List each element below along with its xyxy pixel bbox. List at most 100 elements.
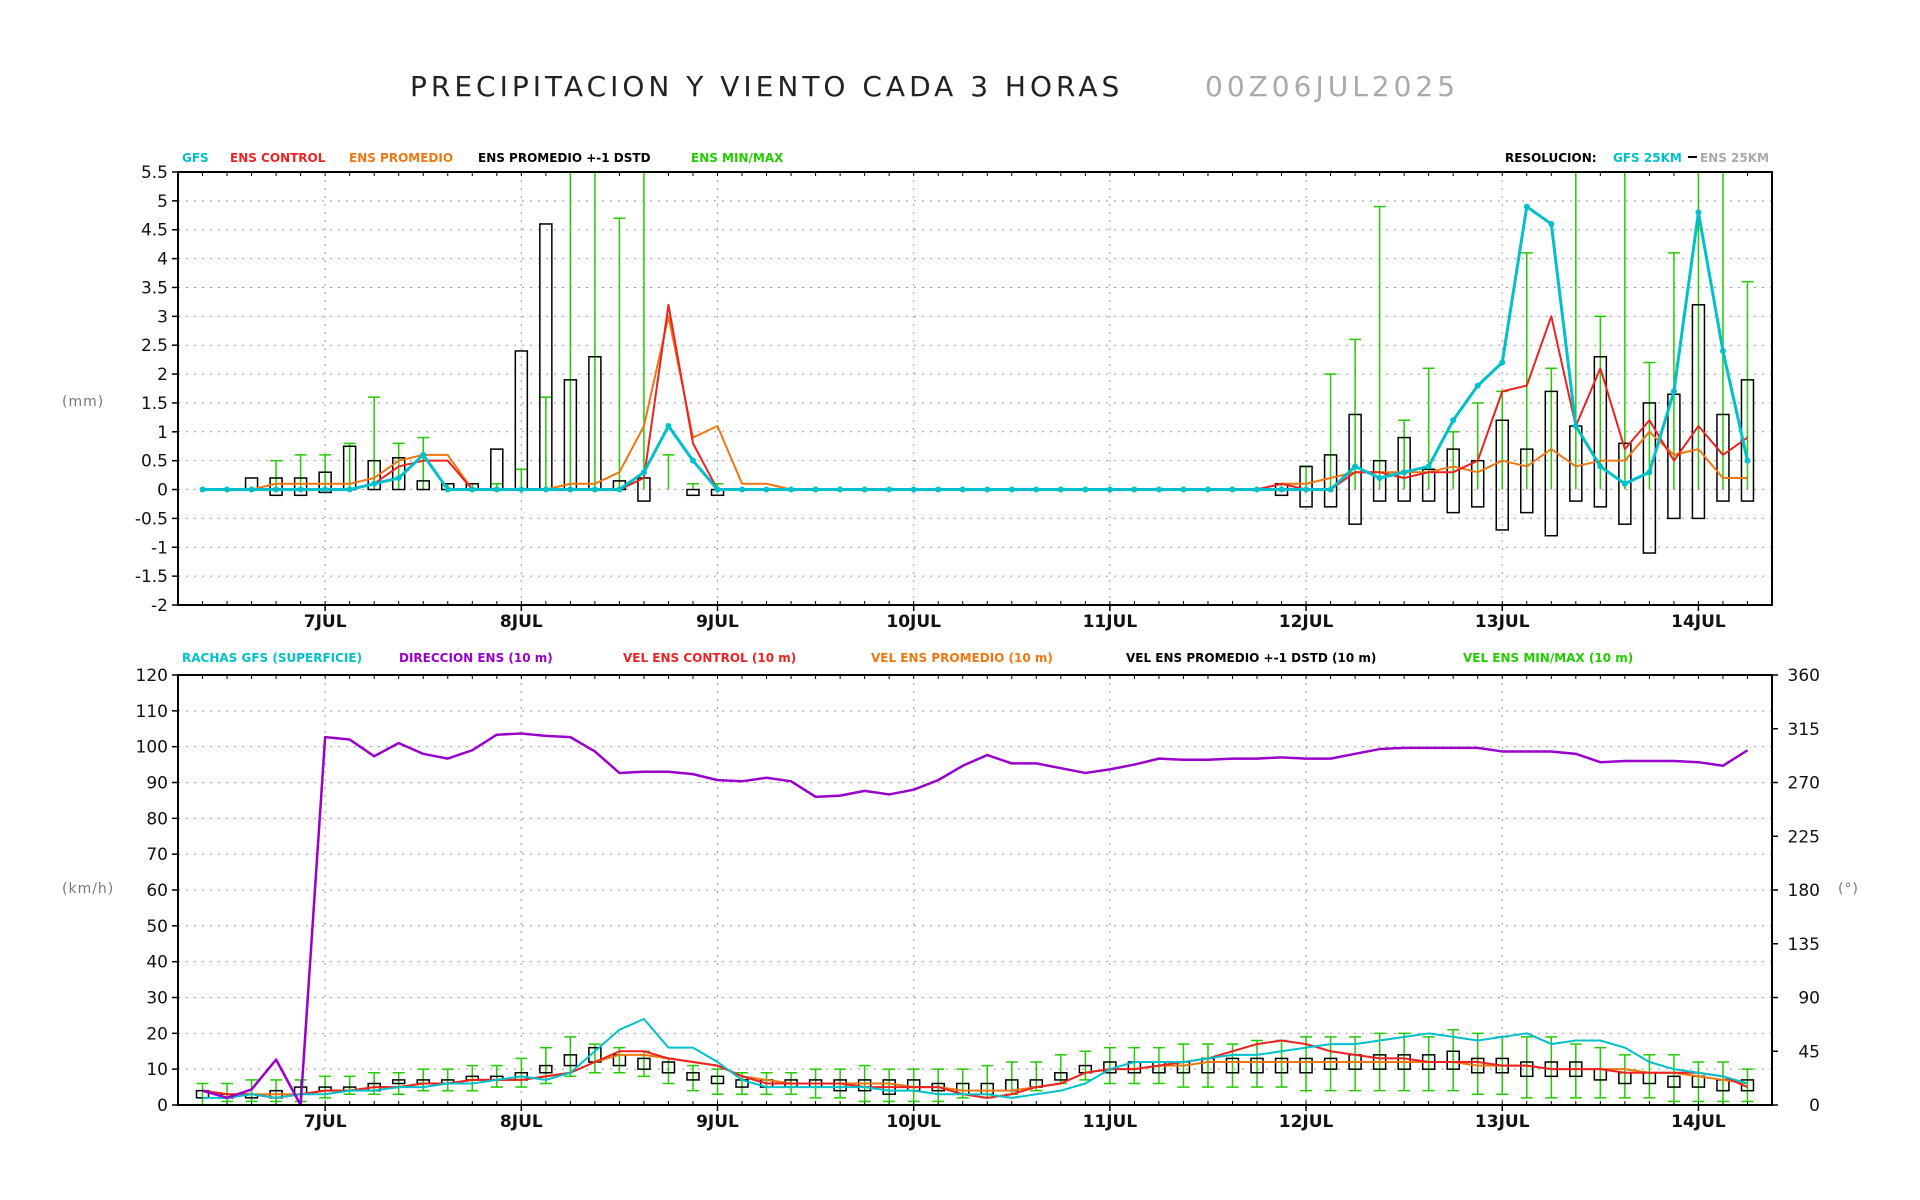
vel-std-box xyxy=(1299,1057,1313,1074)
vel-std-box xyxy=(1520,1061,1534,1078)
vel-std-box xyxy=(1323,1057,1338,1070)
gfs-point xyxy=(493,486,500,493)
gfs-point xyxy=(1401,469,1408,476)
gfs-point xyxy=(640,469,647,476)
y-tick-label: -1 xyxy=(151,538,168,558)
std-box xyxy=(1716,413,1730,502)
std-box xyxy=(293,477,308,497)
series-vel-ens-control-m- xyxy=(202,1039,1748,1099)
series-ens-control xyxy=(202,303,1749,491)
vel-std-box xyxy=(1274,1057,1289,1074)
legend-vel-minmax: VEL ENS MIN/MAX (10 m) xyxy=(1463,651,1633,665)
std-box xyxy=(1691,304,1706,520)
wind-frame xyxy=(177,674,1773,1106)
gfs-point xyxy=(984,486,991,493)
std-box xyxy=(1299,465,1313,508)
gfs-point xyxy=(1106,486,1113,493)
gfs-point xyxy=(1695,209,1702,216)
x-tick-label: 10JUL xyxy=(886,612,941,632)
y2-tick-label: 0 xyxy=(1809,1096,1820,1116)
gfs-point xyxy=(444,486,451,493)
y-tick-label: 4.5 xyxy=(141,221,168,241)
x-tick-label: 14JUL xyxy=(1671,1112,1726,1132)
chart-date: 00Z06JUL2025 xyxy=(1205,70,1459,103)
legend-ens-control: ENS CONTROL xyxy=(230,151,326,165)
gfs-point xyxy=(1572,423,1579,430)
std-box xyxy=(1323,454,1338,508)
legend-gfs: GFS xyxy=(182,151,209,165)
legend-ens-std: ENS PROMEDIO +-1 DSTD xyxy=(478,151,651,165)
gfs-point xyxy=(616,486,623,493)
precip-ylabel: (mm) xyxy=(62,394,104,410)
gfs-point xyxy=(371,480,378,487)
y-tick-label: 2 xyxy=(157,365,168,385)
vel-std-box xyxy=(661,1061,676,1074)
gfs-point xyxy=(1204,486,1211,493)
std-box xyxy=(1446,448,1460,514)
vel-std-box xyxy=(539,1064,553,1074)
x-tick-label: 9JUL xyxy=(696,1112,739,1132)
std-box xyxy=(1372,459,1387,502)
gfs-point xyxy=(420,451,427,458)
gfs-point xyxy=(1646,469,1653,476)
vel-std-box xyxy=(1054,1072,1068,1081)
y-tick-label: 1 xyxy=(157,423,168,443)
y-tick-label: 90 xyxy=(146,774,168,794)
vel-std-box xyxy=(1446,1050,1460,1070)
series-direccion-ens-m- xyxy=(202,732,1749,1107)
gfs-point xyxy=(1523,203,1530,210)
y-tick-label: 70 xyxy=(146,845,168,865)
gfs-point xyxy=(1180,486,1187,493)
gfs-point xyxy=(788,486,795,493)
legend-resolution-gfs: GFS 25KM xyxy=(1613,151,1682,165)
gfs-point xyxy=(1621,480,1628,487)
std-box xyxy=(1618,442,1632,525)
precip-plot: -2 -1.5 -1 -0.5 0 0.5 1 1.5 2 2.5 3 3.5 4 4.5 5 5.5 7JUL… xyxy=(135,163,1773,632)
gfs-point xyxy=(861,486,868,493)
gfs-point xyxy=(322,486,329,493)
gfs-point xyxy=(812,486,819,493)
x-tick-label: 14JUL xyxy=(1671,612,1726,632)
std-box xyxy=(686,488,700,497)
vel-std-box xyxy=(391,1079,406,1085)
chart-title: PRECIPITACION Y VIENTO CADA 3 HORAS xyxy=(410,70,1123,103)
vel-std-box xyxy=(1225,1057,1240,1074)
legend-ens-promedio: ENS PROMEDIO xyxy=(349,151,453,165)
series-vel-ens-promedio-m- xyxy=(202,1053,1748,1096)
gfs-point xyxy=(224,486,231,493)
gfs-point xyxy=(346,486,353,493)
std-box xyxy=(1642,402,1657,554)
gfs-point xyxy=(665,423,672,430)
precip-frame xyxy=(177,171,1773,606)
x-tick-label: 7JUL xyxy=(304,1112,347,1132)
x-tick-label: 13JUL xyxy=(1475,612,1530,632)
vel-std-box xyxy=(710,1075,725,1085)
gfs-point xyxy=(542,486,549,493)
gfs-point xyxy=(1303,486,1310,493)
gfs-point xyxy=(273,486,280,493)
x-tick-label: 11JUL xyxy=(1083,612,1138,632)
gfs-point xyxy=(1352,463,1359,470)
y-tick-label: 5.5 xyxy=(141,163,168,183)
gfs-point xyxy=(689,457,696,464)
gfs-point xyxy=(1057,486,1064,493)
y-tick-label: 3 xyxy=(157,307,168,327)
gfs-point xyxy=(1744,457,1751,464)
vel-std-box xyxy=(563,1054,578,1067)
precip-legend: GFS ENS CONTROL ENS PROMEDIO ENS PROMEDI… xyxy=(182,151,1769,165)
legend-vel-std: VEL ENS PROMEDIO +-1 DSTD (10 m) xyxy=(1126,651,1376,665)
legend-resolution-label: RESOLUCION: xyxy=(1505,151,1597,165)
gfs-point xyxy=(1327,486,1334,493)
gfs-point xyxy=(1499,359,1506,366)
gfs-point xyxy=(886,486,893,493)
gfs-point xyxy=(1278,486,1285,493)
gfs-point xyxy=(1425,463,1432,470)
y-tick-label: 50 xyxy=(146,917,168,937)
y-tick-label: 80 xyxy=(146,809,168,829)
legend-direccion: DIRECCION ENS (10 m) xyxy=(399,651,553,665)
std-box xyxy=(1593,355,1608,508)
y-tick-label: 1.5 xyxy=(141,394,168,414)
gfs-point xyxy=(1008,486,1015,493)
vel-std-box xyxy=(1250,1057,1264,1074)
